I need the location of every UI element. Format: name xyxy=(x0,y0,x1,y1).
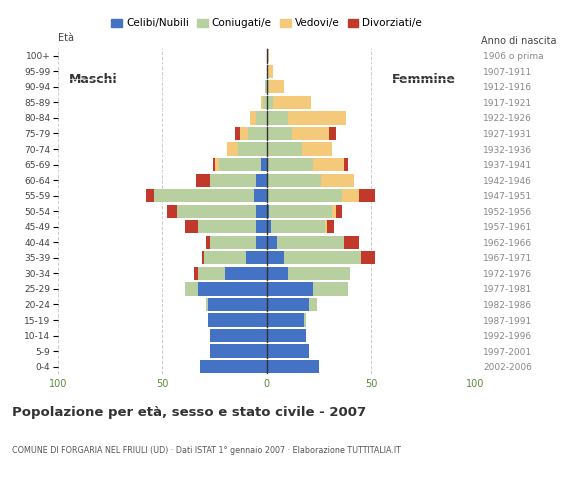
Bar xyxy=(336,204,342,218)
Bar xyxy=(313,158,344,171)
Bar xyxy=(246,251,267,264)
Bar xyxy=(260,158,267,171)
Bar xyxy=(267,143,302,156)
Bar xyxy=(309,298,317,311)
Bar xyxy=(267,282,313,296)
Bar xyxy=(344,158,348,171)
Bar xyxy=(325,220,327,233)
Bar xyxy=(267,127,292,140)
Bar xyxy=(198,282,267,296)
Bar xyxy=(200,360,267,373)
Bar xyxy=(267,236,277,249)
Bar xyxy=(288,111,346,124)
Bar xyxy=(240,127,248,140)
Bar xyxy=(361,251,375,264)
Bar xyxy=(269,204,332,218)
Bar xyxy=(211,329,267,342)
Text: Maschi: Maschi xyxy=(68,72,117,85)
Bar xyxy=(267,96,273,109)
Bar xyxy=(256,204,267,218)
Bar xyxy=(267,173,321,187)
Bar xyxy=(227,143,238,156)
Bar xyxy=(304,313,306,326)
Bar xyxy=(225,267,267,280)
Bar xyxy=(198,267,225,280)
Bar xyxy=(212,158,215,171)
Bar xyxy=(313,282,348,296)
Bar xyxy=(196,173,211,187)
Bar xyxy=(211,345,267,358)
Bar xyxy=(206,298,208,311)
Bar xyxy=(302,143,332,156)
Bar xyxy=(202,251,204,264)
Bar xyxy=(321,173,354,187)
Bar xyxy=(273,96,311,109)
Bar xyxy=(186,282,198,296)
Text: Femmine: Femmine xyxy=(392,72,456,85)
Bar xyxy=(267,329,306,342)
Bar xyxy=(248,127,267,140)
Bar xyxy=(206,236,211,249)
Bar xyxy=(332,204,336,218)
Bar xyxy=(267,220,271,233)
Bar xyxy=(260,96,263,109)
Bar xyxy=(235,127,240,140)
Bar xyxy=(267,360,319,373)
Bar xyxy=(177,204,256,218)
Bar xyxy=(271,220,325,233)
Bar xyxy=(269,80,284,94)
Bar xyxy=(256,236,267,249)
Bar xyxy=(166,204,177,218)
Bar xyxy=(267,204,269,218)
Bar xyxy=(256,220,267,233)
Bar xyxy=(342,189,358,202)
Bar xyxy=(186,220,198,233)
Bar xyxy=(208,298,267,311)
Text: Anno di nascita: Anno di nascita xyxy=(481,36,557,46)
Bar xyxy=(267,49,269,62)
Bar xyxy=(288,267,350,280)
Bar xyxy=(267,313,304,326)
Bar xyxy=(204,251,246,264)
Bar xyxy=(254,189,267,202)
Bar xyxy=(267,80,269,94)
Bar xyxy=(284,251,361,264)
Bar xyxy=(327,220,333,233)
Bar xyxy=(267,345,309,358)
Bar xyxy=(194,267,198,280)
Bar xyxy=(208,313,267,326)
Bar xyxy=(219,158,260,171)
Bar xyxy=(215,158,219,171)
Bar xyxy=(154,189,254,202)
Bar xyxy=(267,158,313,171)
Bar xyxy=(198,220,256,233)
Bar xyxy=(250,111,256,124)
Bar xyxy=(267,189,342,202)
Legend: Celibi/Nubili, Coniugati/e, Vedovi/e, Divorziati/e: Celibi/Nubili, Coniugati/e, Vedovi/e, Di… xyxy=(107,14,426,32)
Bar xyxy=(211,173,256,187)
Bar xyxy=(267,65,273,78)
Bar xyxy=(267,251,284,264)
Bar xyxy=(267,298,309,311)
Bar xyxy=(358,189,375,202)
Bar xyxy=(263,96,267,109)
Bar xyxy=(256,111,267,124)
Bar xyxy=(256,173,267,187)
Bar xyxy=(238,143,267,156)
Bar xyxy=(211,236,256,249)
Text: Età: Età xyxy=(58,33,74,43)
Bar xyxy=(267,111,288,124)
Bar xyxy=(277,236,344,249)
Bar xyxy=(146,189,154,202)
Bar xyxy=(264,80,267,94)
Bar xyxy=(292,127,329,140)
Bar xyxy=(267,267,288,280)
Bar xyxy=(329,127,336,140)
Text: Popolazione per età, sesso e stato civile - 2007: Popolazione per età, sesso e stato civil… xyxy=(12,406,366,419)
Text: COMUNE DI FORGARIA NEL FRIULI (UD) · Dati ISTAT 1° gennaio 2007 · Elaborazione T: COMUNE DI FORGARIA NEL FRIULI (UD) · Dat… xyxy=(12,446,400,456)
Bar xyxy=(344,236,358,249)
